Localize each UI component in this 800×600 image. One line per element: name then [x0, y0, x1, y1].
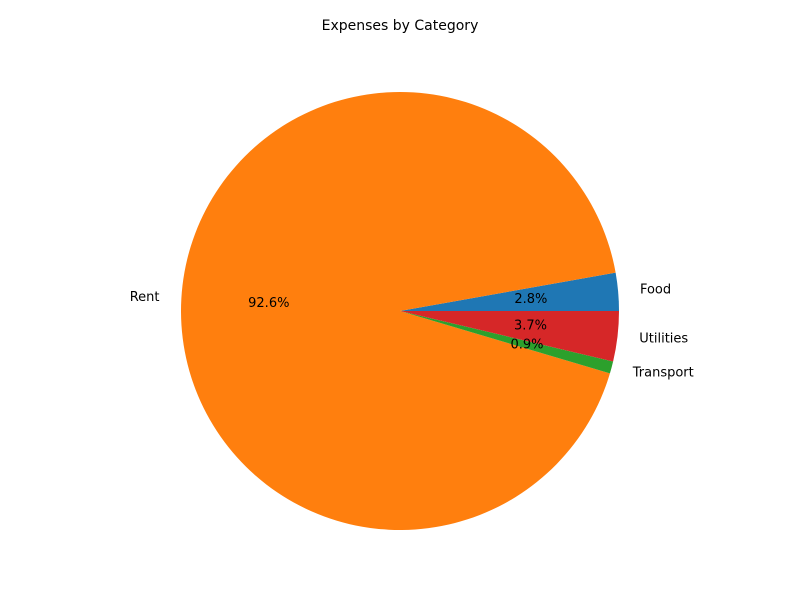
percent-label-food: 2.8%	[514, 292, 547, 307]
pie-slice-rent	[181, 92, 616, 531]
percent-label-rent: 92.6%	[248, 296, 289, 311]
pie-slice-utilities	[400, 311, 619, 362]
slice-label-utilities: Utilities	[639, 331, 688, 346]
slice-label-rent: Rent	[130, 290, 160, 305]
slice-label-food: Food	[640, 282, 671, 297]
percent-label-utilities: 3.7%	[514, 319, 547, 334]
labels-layer: Food 2.8% Rent 92.6% Transport 0.9% Utilities 3…	[130, 282, 694, 380]
slices-layer	[181, 92, 619, 531]
pie-slice-transport	[400, 311, 614, 374]
percent-label-transport: 0.9%	[510, 337, 543, 352]
chart-title: Expenses by Category	[322, 18, 479, 34]
slice-label-transport: Transport	[632, 366, 694, 381]
pie-slice-food	[400, 272, 619, 311]
